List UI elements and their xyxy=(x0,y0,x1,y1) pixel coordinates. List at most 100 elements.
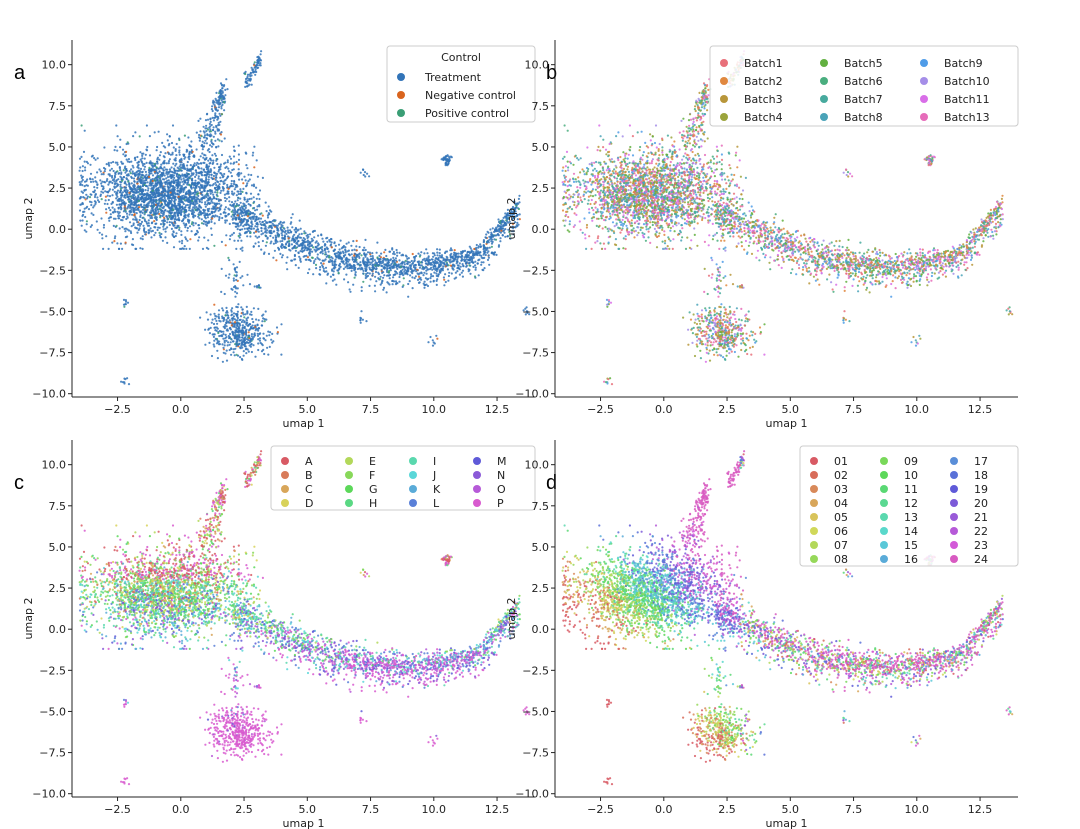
data-point xyxy=(364,274,367,277)
data-point xyxy=(269,331,272,334)
data-point xyxy=(203,136,206,139)
data-point xyxy=(211,198,214,201)
data-point xyxy=(187,136,190,139)
data-point xyxy=(261,320,264,323)
data-point xyxy=(374,290,377,293)
data-point xyxy=(350,269,353,272)
data-point xyxy=(197,192,200,195)
data-point xyxy=(191,210,194,213)
data-point xyxy=(225,339,228,342)
data-point xyxy=(327,260,330,263)
data-point xyxy=(198,227,201,230)
data-point xyxy=(249,192,253,195)
x-tick-label: 2.5 xyxy=(235,403,253,416)
data-point xyxy=(159,181,162,184)
data-point xyxy=(231,330,234,333)
data-point xyxy=(221,360,224,363)
data-point xyxy=(112,169,115,173)
data-point xyxy=(140,196,143,199)
data-point xyxy=(429,280,432,283)
data-point xyxy=(142,208,145,211)
data-point xyxy=(321,264,324,267)
data-point xyxy=(174,198,177,201)
data-point xyxy=(283,227,286,230)
data-point xyxy=(174,149,177,152)
data-point xyxy=(342,244,345,248)
data-point xyxy=(144,181,147,184)
data-point xyxy=(102,187,105,190)
data-point xyxy=(204,217,207,220)
data-point xyxy=(114,217,117,220)
data-point xyxy=(185,199,188,202)
data-point xyxy=(470,256,473,259)
data-point xyxy=(326,240,329,243)
data-point xyxy=(416,278,420,281)
data-point xyxy=(154,201,158,204)
data-point xyxy=(518,194,521,197)
data-point xyxy=(167,160,171,163)
data-point xyxy=(211,109,214,113)
data-point xyxy=(192,155,195,158)
data-point xyxy=(139,151,142,154)
data-point xyxy=(382,276,385,279)
data-point xyxy=(252,212,255,215)
data-point xyxy=(194,203,197,206)
data-point xyxy=(125,150,128,153)
data-point xyxy=(418,255,421,258)
data-point xyxy=(129,203,132,206)
data-point xyxy=(148,171,151,174)
data-point xyxy=(121,247,124,250)
data-point xyxy=(442,265,445,268)
data-point xyxy=(190,172,193,175)
data-point xyxy=(101,233,104,236)
data-point xyxy=(213,166,216,169)
data-point xyxy=(457,255,460,258)
data-point xyxy=(147,175,151,178)
data-point xyxy=(178,165,181,168)
data-point xyxy=(331,260,334,263)
data-point xyxy=(220,189,223,192)
data-point xyxy=(158,154,161,157)
data-point xyxy=(280,246,283,249)
data-point xyxy=(147,231,151,234)
data-point xyxy=(245,219,248,222)
data-point xyxy=(125,142,128,146)
data-point xyxy=(145,149,149,152)
data-point xyxy=(322,267,325,270)
data-point xyxy=(103,202,106,205)
data-point xyxy=(254,242,257,245)
data-point xyxy=(128,195,131,198)
data-point xyxy=(288,244,291,247)
data-point xyxy=(250,221,253,224)
data-point xyxy=(333,260,336,263)
data-point xyxy=(204,139,207,142)
data-point xyxy=(119,183,122,186)
data-point xyxy=(392,256,395,259)
data-point xyxy=(398,280,401,283)
data-point xyxy=(407,257,410,260)
data-point xyxy=(204,328,207,331)
data-point xyxy=(411,287,414,290)
data-point xyxy=(170,177,173,180)
data-point xyxy=(221,174,224,177)
data-point xyxy=(124,196,127,199)
data-point xyxy=(88,200,92,203)
data-point xyxy=(105,208,108,211)
data-point xyxy=(124,241,127,244)
data-point xyxy=(259,213,262,216)
data-point xyxy=(108,195,112,198)
data-point xyxy=(411,261,415,265)
data-point xyxy=(319,266,322,269)
data-point xyxy=(227,167,230,170)
data-point xyxy=(135,227,138,230)
data-point xyxy=(215,197,218,201)
data-point xyxy=(450,249,453,252)
data-point xyxy=(191,182,194,185)
data-point xyxy=(424,283,427,287)
data-point xyxy=(207,220,211,223)
data-point xyxy=(257,241,260,244)
data-point xyxy=(435,279,438,282)
data-point xyxy=(148,135,151,138)
data-point xyxy=(230,175,233,178)
data-point xyxy=(215,174,218,177)
